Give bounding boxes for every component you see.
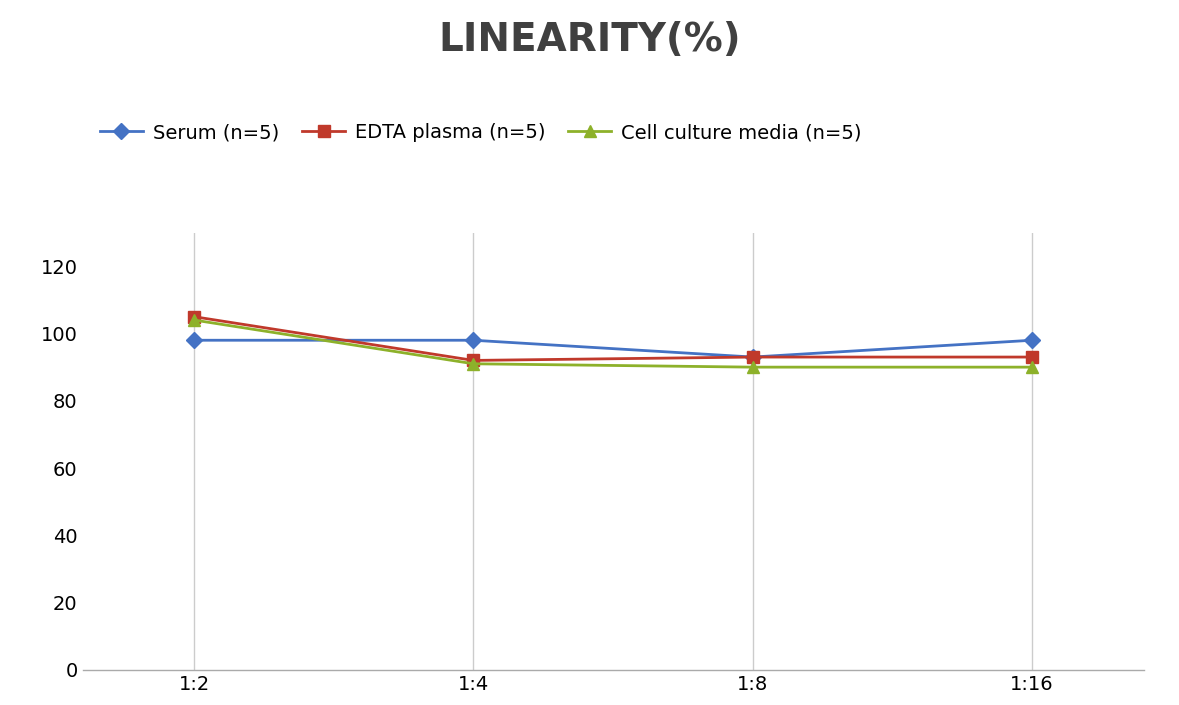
Cell culture media (n=5) bbox=[745, 363, 759, 372]
Cell culture media (n=5) bbox=[1025, 363, 1039, 372]
Cell culture media (n=5) bbox=[467, 360, 481, 368]
Line: EDTA plasma (n=5): EDTA plasma (n=5) bbox=[189, 311, 1038, 366]
EDTA plasma (n=5) bbox=[187, 312, 202, 321]
EDTA plasma (n=5) bbox=[467, 356, 481, 364]
Cell culture media (n=5) bbox=[187, 316, 202, 324]
Serum (n=5) bbox=[467, 336, 481, 345]
Serum (n=5) bbox=[187, 336, 202, 345]
EDTA plasma (n=5) bbox=[1025, 352, 1039, 361]
Legend: Serum (n=5), EDTA plasma (n=5), Cell culture media (n=5): Serum (n=5), EDTA plasma (n=5), Cell cul… bbox=[92, 116, 869, 150]
Serum (n=5) bbox=[1025, 336, 1039, 345]
Serum (n=5) bbox=[745, 352, 759, 361]
Line: Serum (n=5): Serum (n=5) bbox=[189, 335, 1038, 362]
EDTA plasma (n=5) bbox=[745, 352, 759, 361]
Text: LINEARITY(%): LINEARITY(%) bbox=[439, 21, 740, 59]
Line: Cell culture media (n=5): Cell culture media (n=5) bbox=[189, 314, 1038, 373]
